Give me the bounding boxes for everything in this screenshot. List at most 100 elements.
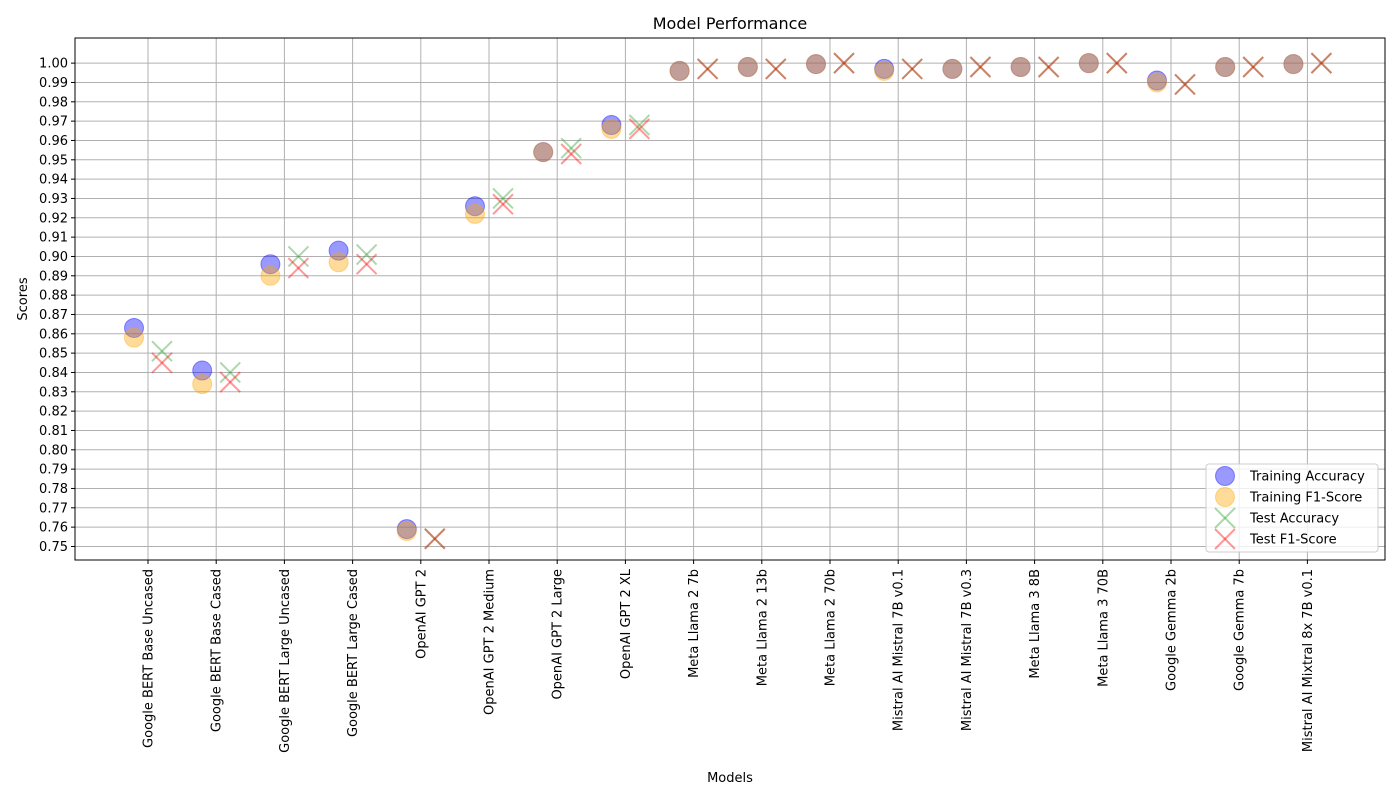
data-point (1215, 57, 1236, 77)
series-test-f1-score (151, 52, 1333, 550)
y-tick-label: 1.00 (39, 57, 68, 72)
x-tick-label: Google Gemma 7b (1233, 569, 1248, 691)
data-point (1010, 57, 1031, 77)
y-tick-label: 0.87 (39, 308, 68, 323)
data-point (601, 118, 622, 139)
data-point (465, 203, 485, 224)
data-point (1010, 57, 1031, 77)
series-training-f1-score (124, 53, 1304, 541)
plot-frame (74, 37, 1386, 561)
data-point (560, 137, 582, 159)
data-point (942, 58, 963, 79)
y-tick-label: 0.89 (39, 269, 68, 284)
data-point (901, 58, 923, 80)
data-point (1147, 70, 1167, 91)
data-point (806, 54, 826, 75)
data-point (737, 57, 758, 77)
data-point (1215, 57, 1236, 77)
data-point (696, 58, 719, 80)
x-tick-label: Meta Llama 2 13b (755, 569, 770, 686)
data-point (1283, 54, 1304, 75)
legend-marker (1215, 487, 1235, 507)
x-tick-label: Google BERT Base Cased (210, 569, 225, 732)
data-point (1242, 56, 1264, 78)
data-point (942, 58, 963, 79)
x-tick-label: OpenAI GPT 2 Medium (483, 569, 498, 715)
y-tick-label: 0.81 (39, 424, 68, 439)
x-tick-label: Mistral AI Mixtral 8x 7B v0.1 (1301, 569, 1316, 752)
x-tick-label: OpenAI GPT 2 (414, 569, 429, 659)
x-tick-label: Google BERT Base Uncased (142, 569, 157, 748)
x-axis: Google BERT Base Uncased Google BERT Base… (142, 560, 1316, 753)
data-point (287, 245, 310, 268)
data-point (124, 327, 144, 348)
data-point (151, 340, 173, 362)
y-axis: 0.75 0.76 0.77 0.78 0.79 0.80 0.81 0.82 0.83 0.84… (39, 57, 75, 555)
data-point (1037, 56, 1060, 78)
data-point (424, 528, 446, 550)
data-point (1174, 73, 1196, 96)
x-tick-label: OpenAI GPT 2 XL (619, 568, 634, 679)
y-tick-label: 0.84 (39, 366, 68, 381)
data-point (669, 60, 690, 81)
y-tick-label: 0.80 (39, 443, 68, 458)
data-point (560, 143, 582, 165)
x-tick-label: Meta Llama 2 70b (824, 569, 839, 686)
data-point (355, 243, 378, 266)
legend-label: Training F1-Score (1249, 491, 1362, 506)
legend-marker (1214, 507, 1236, 529)
data-point (1078, 53, 1099, 74)
data-point (696, 58, 719, 80)
y-tick-label: 0.90 (39, 250, 68, 265)
y-tick-label: 0.94 (39, 173, 68, 188)
data-point (601, 115, 622, 135)
y-tick-label: 0.97 (39, 115, 68, 130)
y-tick-label: 0.85 (39, 347, 68, 362)
x-tick-label: Google Gemma 2b (1165, 569, 1180, 691)
data-point (151, 352, 173, 374)
data-point (969, 56, 992, 78)
data-point (219, 361, 241, 384)
y-tick-label: 0.99 (39, 76, 68, 91)
grid (75, 38, 1385, 560)
x-tick-label: Meta Llama 3 8B (1028, 569, 1043, 679)
data-point (260, 265, 281, 286)
data-point (765, 58, 787, 80)
x-tick-label: Meta Llama 3 70B (1096, 569, 1111, 687)
y-axis-title: Scores (16, 277, 31, 320)
data-point (1078, 53, 1099, 74)
y-tick-label: 0.86 (39, 327, 68, 342)
data-point (1037, 56, 1060, 78)
data-point (1310, 52, 1333, 74)
data-point (969, 56, 992, 78)
data-point (219, 371, 241, 393)
data-point (1106, 52, 1128, 74)
legend-label: Test Accuracy (1249, 512, 1339, 527)
data-point (424, 528, 446, 550)
data-point (260, 254, 281, 275)
y-tick-label: 0.76 (39, 521, 68, 536)
y-tick-label: 0.83 (39, 385, 68, 400)
data-point (328, 252, 349, 273)
data-point (765, 58, 787, 80)
data-point (901, 58, 923, 80)
y-tick-label: 0.78 (39, 482, 68, 497)
data-point (1242, 56, 1264, 78)
data-point (328, 240, 349, 261)
chart-title: Model Performance (653, 14, 808, 33)
legend-label: Training Accuracy (1249, 470, 1365, 485)
data-point (396, 519, 417, 540)
data-point (1147, 72, 1167, 93)
legend-marker (1214, 528, 1236, 550)
data-point (492, 193, 514, 215)
series-training-accuracy (124, 53, 1304, 540)
y-tick-label: 0.88 (39, 289, 68, 304)
legend-marker (1215, 466, 1235, 486)
data-point (1283, 54, 1304, 75)
data-point (124, 318, 144, 338)
data-point (533, 142, 554, 163)
data-point (874, 60, 895, 81)
legend-item: Training F1-Score (1215, 487, 1362, 507)
data-point (628, 118, 651, 140)
legend-box (1205, 463, 1379, 553)
